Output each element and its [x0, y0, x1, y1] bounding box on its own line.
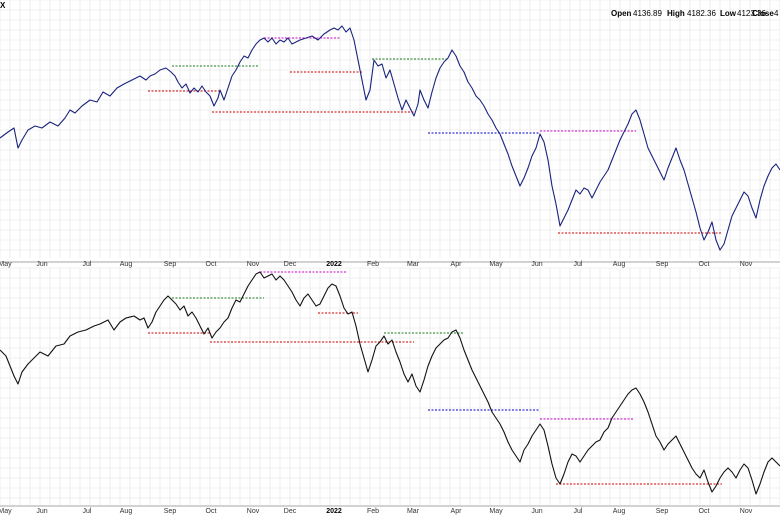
x-tick-label: Sep [164, 261, 177, 268]
quote-header: X Open 4136.89 High 4182.36 Low 4123.36 … [0, 1, 779, 18]
symbol-label: X [0, 1, 6, 10]
x-tick-label: Jun [36, 261, 47, 268]
x-tick-label: Jul [574, 508, 583, 515]
x-tick-label: May [0, 261, 12, 268]
low-label: Low [720, 9, 737, 18]
support-resistance-levels [148, 37, 722, 485]
high-value: 4182.36 [687, 9, 716, 18]
x-tick-label: May [489, 508, 503, 515]
x-tick-label: Nov [247, 508, 260, 515]
x-tick-label: Jun [531, 261, 542, 268]
x-tick-label: Aug [613, 261, 626, 268]
x-tick-label: Sep [164, 508, 177, 515]
low-value: 4123.36 [737, 9, 766, 18]
open-value: 4136.89 [633, 9, 662, 18]
x-tick-label: Jun [36, 508, 47, 515]
x-tick-label: May [489, 261, 503, 268]
x-tick-label: Mar [407, 508, 420, 515]
close-label: Close [752, 9, 774, 18]
x-tick-label: Oct [206, 508, 217, 515]
x-tick-label: Aug [120, 508, 133, 515]
x-tick-label: Jul [83, 508, 92, 515]
x-tick-label: Apr [451, 508, 463, 515]
close-value: 4 [774, 9, 779, 18]
x-tick-label: Apr [451, 261, 463, 268]
x-axis-labels: May Jun Jul Aug Sep Oct Nov Dec 2022 Feb Mar Apr May… [0, 261, 753, 515]
x-tick-label: 2022 [326, 508, 342, 515]
x-tick-label: Dec [284, 261, 297, 268]
x-tick-label: May [0, 508, 12, 515]
x-tick-label: Oct [206, 261, 217, 268]
x-tick-label: Sep [656, 261, 669, 268]
x-tick-label: Nov [740, 261, 753, 268]
x-tick-label: Aug [120, 261, 133, 268]
x-tick-label: Jul [574, 261, 583, 268]
x-tick-label: Aug [613, 508, 626, 515]
x-tick-label: 2022 [326, 261, 342, 268]
x-tick-label: Nov [740, 508, 753, 515]
series-line-bottom [0, 271, 780, 495]
x-tick-label: Oct [699, 508, 710, 515]
x-tick-label: Mar [407, 261, 420, 268]
price-series [0, 25, 780, 495]
open-label: Open [611, 9, 632, 18]
x-tick-label: Dec [284, 508, 297, 515]
x-tick-label: Nov [247, 261, 260, 268]
x-tick-label: Feb [367, 508, 379, 515]
x-tick-label: Sep [656, 508, 669, 515]
x-tick-label: Jul [83, 261, 92, 268]
x-tick-label: Oct [699, 261, 710, 268]
x-tick-label: Jun [531, 508, 542, 515]
grid-lines [0, 0, 780, 507]
x-tick-label: Feb [367, 261, 379, 268]
high-label: High [667, 9, 685, 18]
series-line-top [0, 25, 780, 251]
